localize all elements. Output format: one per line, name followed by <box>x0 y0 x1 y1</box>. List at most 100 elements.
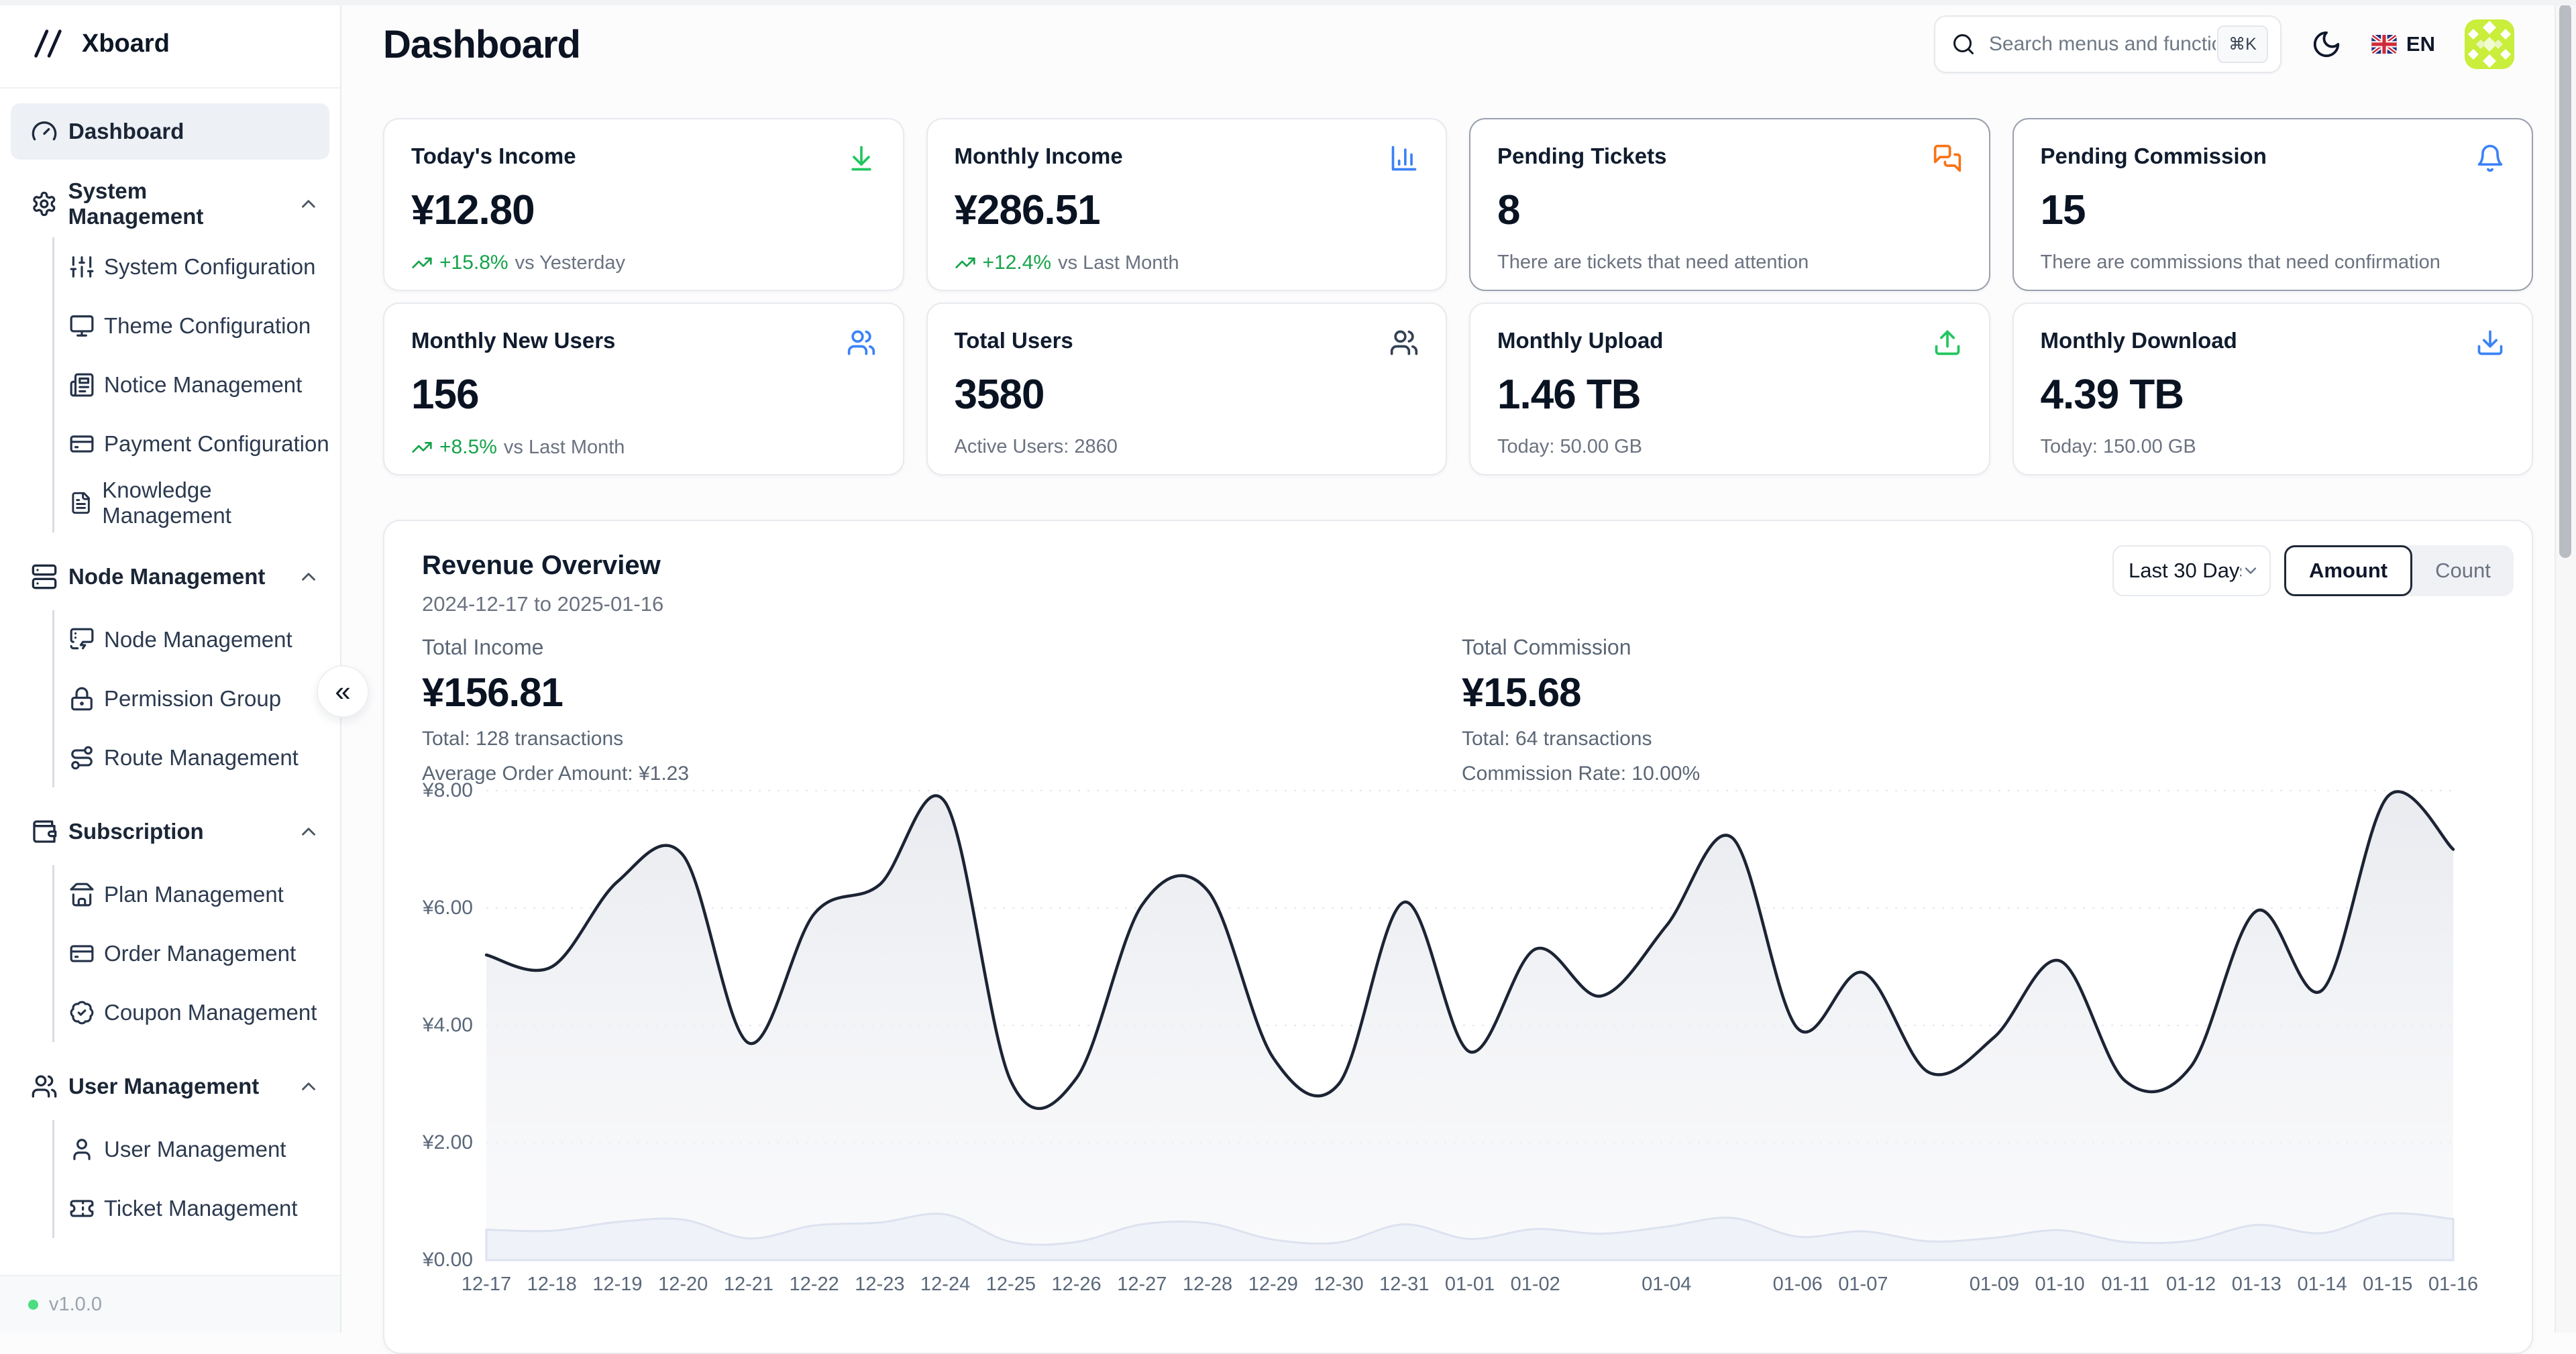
sidebar-item-order-management[interactable]: Order Management <box>54 924 329 983</box>
sidebar-item-payment-configuration[interactable]: Payment Configuration <box>54 414 329 473</box>
messages-square-icon <box>1933 144 1962 173</box>
sidebar-group-label: User Management <box>68 1074 259 1099</box>
gauge-icon <box>31 118 58 145</box>
card-value: ¥12.80 <box>411 186 876 234</box>
sidebar-item-label: Route Management <box>104 745 299 771</box>
sidebar-item-knowledge-management[interactable]: Knowledge Management <box>54 473 329 532</box>
sidebar-item-theme-configuration[interactable]: Theme Configuration <box>54 296 329 355</box>
moon-icon <box>2311 29 2342 60</box>
sidebar-group-toggle-subscription[interactable]: Subscription <box>11 803 329 860</box>
chevron-up-icon <box>297 1075 320 1098</box>
sidebar-group-children: Plan Management Order Management Coupon … <box>52 865 329 1042</box>
sidebar-item-label: Dashboard <box>68 119 184 144</box>
search-input[interactable] <box>1988 32 2217 56</box>
user-avatar[interactable] <box>2465 19 2514 69</box>
sidebar-item-user-management[interactable]: User Management <box>54 1120 329 1179</box>
sidebar-item-label: System Configuration <box>104 254 315 280</box>
card-subtitle: Today: 50.00 GB <box>1497 436 1642 458</box>
x-axis-tick-label: 01-14 <box>2297 1274 2347 1296</box>
sidebar-item-label: Ticket Management <box>104 1196 298 1221</box>
app-name: Xboard <box>82 30 170 58</box>
x-axis-tick-label: 01-09 <box>1970 1274 2019 1296</box>
sidebar-item-notice-management[interactable]: Notice Management <box>54 355 329 414</box>
language-label: EN <box>2406 32 2435 56</box>
sidebar-item-dashboard[interactable]: Dashboard <box>11 103 329 160</box>
commission-transactions: Total: 64 transactions <box>1462 728 1700 750</box>
sidebar-nav: Dashboard System Management System Confi… <box>0 89 340 1238</box>
commission-rate: Commission Rate: 10.00% <box>1462 763 1700 785</box>
card-subtitle: There are commissions that need confirma… <box>2041 251 2440 274</box>
page-title: Dashboard <box>383 22 580 67</box>
chevrons-left-icon: « <box>335 677 350 706</box>
card-pending-tickets[interactable]: Pending Tickets 8 There are tickets that… <box>1469 118 1990 291</box>
sidebar-group-toggle-node-management[interactable]: Node Management <box>11 549 329 605</box>
sidebar-group-system-management: System Management System Configuration T… <box>11 176 329 532</box>
x-axis-tick-label: 12-28 <box>1183 1274 1232 1296</box>
sidebar-group-label: Subscription <box>68 819 204 844</box>
chevron-up-icon <box>297 820 320 843</box>
x-axis-tick-label: 12-31 <box>1379 1274 1429 1296</box>
server-bolt-icon <box>69 627 95 653</box>
card-value: 1.46 TB <box>1497 371 1962 418</box>
x-axis-tick-label: 12-17 <box>462 1274 511 1296</box>
y-axis-tick-label: ¥2.00 <box>423 1131 473 1154</box>
date-range: 2024-12-17 to 2025-01-16 <box>422 592 663 616</box>
card-title: Today's Income <box>411 144 576 169</box>
monitor-icon <box>69 313 95 339</box>
sidebar-collapse-button[interactable]: « <box>317 665 369 718</box>
sidebar-item-node-management[interactable]: Node Management <box>54 610 329 669</box>
store-icon <box>69 882 95 907</box>
avatar-identicon <box>2465 19 2514 69</box>
x-axis-tick-label: 01-02 <box>1511 1274 1560 1296</box>
x-axis-tick-label: 01-04 <box>1642 1274 1691 1296</box>
x-axis-tick-label: 12-24 <box>920 1274 970 1296</box>
count-toggle-button[interactable]: Count <box>2412 545 2514 596</box>
app-logo[interactable]: Xboard <box>0 0 340 89</box>
sidebar-item-label: Payment Configuration <box>104 431 329 457</box>
card-title: Monthly Income <box>955 144 1123 169</box>
x-axis-tick-label: 01-07 <box>1838 1274 1888 1296</box>
user-icon <box>69 1137 95 1162</box>
card-title: Monthly Upload <box>1497 328 1663 353</box>
total-income-block: Total Income ¥156.81 Total: 128 transact… <box>422 635 689 785</box>
sidebar-item-system-configuration[interactable]: System Configuration <box>54 237 329 296</box>
scrollbar-thumb[interactable] <box>2559 4 2571 558</box>
amount-toggle-button[interactable]: Amount <box>2284 545 2412 596</box>
dark-mode-toggle[interactable] <box>2311 29 2342 60</box>
card-pending-commission[interactable]: Pending Commission 15 There are commissi… <box>2012 118 2534 291</box>
card-monthly-upload: Monthly Upload 1.46 TB Today: 50.00 GB <box>1469 302 1990 475</box>
sidebar-item-coupon-management[interactable]: Coupon Management <box>54 983 329 1042</box>
sidebar-item-plan-management[interactable]: Plan Management <box>54 865 329 924</box>
route-icon <box>69 745 95 771</box>
x-axis-tick-label: 01-16 <box>2428 1274 2478 1296</box>
sidebar-item-route-management[interactable]: Route Management <box>54 728 329 787</box>
y-axis-tick-label: ¥4.00 <box>423 1014 473 1037</box>
sidebar-group-toggle-system-management[interactable]: System Management <box>11 176 329 232</box>
logo-slashes-icon <box>31 26 66 61</box>
x-axis-tick-label: 01-15 <box>2363 1274 2412 1296</box>
total-income-label: Total Income <box>422 635 689 660</box>
range-select[interactable]: Last 30 Days <box>2112 545 2271 596</box>
revenue-overview-card: Revenue Overview 2024-12-17 to 2025-01-1… <box>383 520 2533 1354</box>
card-monthly-new-users: Monthly New Users 156 +8.5%vs Last Month <box>383 302 904 475</box>
card-subtitle: Today: 150.00 GB <box>2041 436 2196 458</box>
language-selector[interactable]: EN <box>2371 32 2435 56</box>
stat-cards-row-1: Today's Income ¥12.80 +15.8%vs Yesterday… <box>383 118 2533 291</box>
revenue-chart <box>486 791 2453 1260</box>
income-transactions: Total: 128 transactions <box>422 728 689 750</box>
total-commission-block: Total Commission ¥15.68 Total: 64 transa… <box>1462 635 1700 785</box>
upload-icon <box>1933 328 1962 357</box>
trending-up-icon <box>411 437 433 458</box>
app-version: v1.0.0 <box>49 1294 102 1316</box>
card-monthly-income: Monthly Income ¥286.51 +12.4%vs Last Mon… <box>926 118 1448 291</box>
global-search[interactable]: ⌘K <box>1934 15 2282 73</box>
x-axis-tick-label: 12-30 <box>1313 1274 1363 1296</box>
sidebar-group-children: Node Management Permission Group Route M… <box>52 610 329 787</box>
sidebar-group-toggle-user-management[interactable]: User Management <box>11 1058 329 1115</box>
sidebar-item-permission-group[interactable]: Permission Group <box>54 669 329 728</box>
header-actions: ⌘K EN <box>1934 15 2514 73</box>
x-axis-tick-label: 12-18 <box>527 1274 577 1296</box>
bar-chart-icon <box>1389 144 1419 173</box>
lock-icon <box>69 686 95 712</box>
sidebar-item-ticket-management[interactable]: Ticket Management <box>54 1179 329 1238</box>
